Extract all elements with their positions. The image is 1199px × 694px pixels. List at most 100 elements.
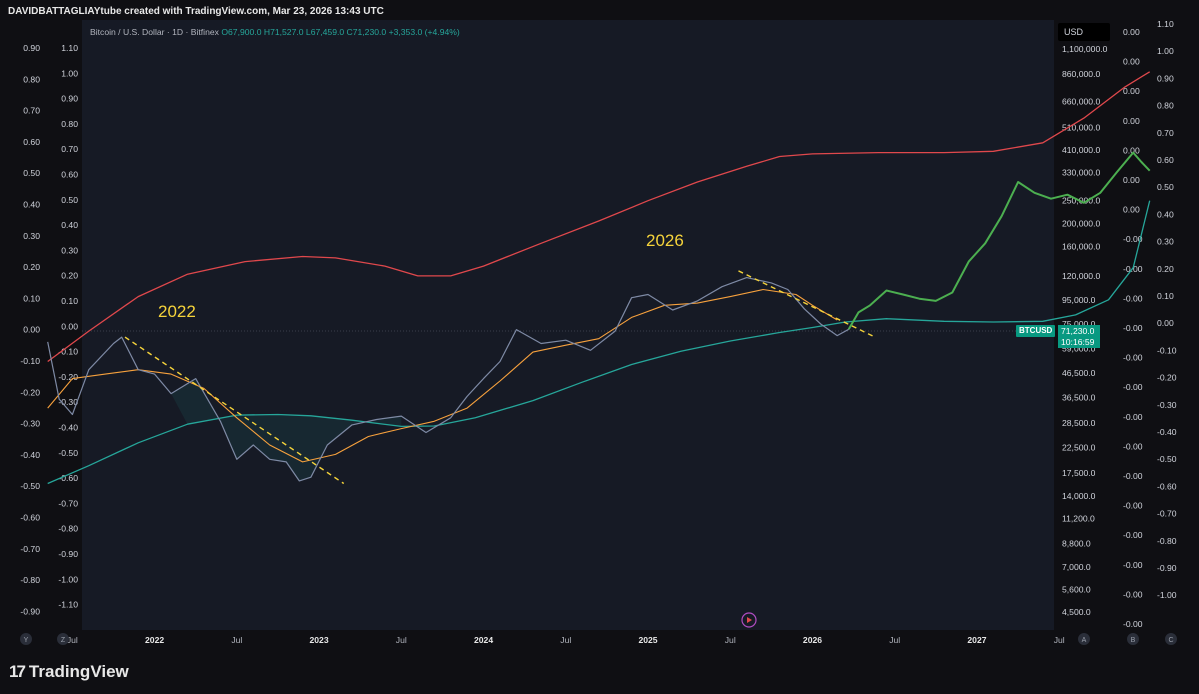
oscillator-tick-label: 0.20: [23, 262, 40, 272]
oscillator-tick-label: 0.70: [61, 144, 78, 154]
series-orange-ma: [47, 288, 838, 463]
price-tick-label: 95,000.0: [1062, 295, 1096, 305]
oscillator-tick-label: -0.50: [58, 448, 78, 458]
oscillator-tick-label: 0.90: [23, 43, 40, 53]
oscillator-tick-label: -0.80: [1157, 536, 1177, 546]
symbol-legend[interactable]: Bitcoin / U.S. Dollar · 1D · Bitfinex O6…: [90, 27, 460, 37]
currency-selector[interactable]: USD: [1058, 23, 1110, 41]
series-upper-band: [47, 71, 1151, 363]
oscillator-tick-label: -0.40: [58, 423, 78, 433]
symbol-name[interactable]: Bitcoin / U.S. Dollar · 1D · Bitfinex: [90, 27, 219, 37]
oscillator-tick-label: -0.10: [1157, 345, 1177, 355]
oscillator-tick-label: 0.70: [1157, 128, 1174, 138]
oscillator-tick-label: 0.40: [61, 220, 78, 230]
series-projection: [847, 151, 1151, 330]
oscillator-tick-label: -0.80: [20, 575, 40, 585]
tradingview-branding[interactable]: 17 TradingView: [9, 662, 129, 682]
scale-button-b[interactable]: B: [1127, 633, 1139, 645]
scale-button-y[interactable]: Y: [20, 633, 32, 645]
oscillator-tick-label: 0.60: [1157, 155, 1174, 165]
price-tick-label: 8,800.0: [1062, 538, 1091, 548]
oscillator-tick-label: 0.00: [1123, 205, 1140, 215]
tradingview-wordmark: TradingView: [28, 662, 129, 681]
oscillator-tick-label: -0.60: [1157, 481, 1177, 491]
band-fill-area: [171, 378, 402, 481]
scale-button-z[interactable]: Z: [57, 633, 69, 645]
oscillator-tick-label: 0.00: [1123, 57, 1140, 67]
ticker-symbol-tag: BTCUSD: [1016, 325, 1056, 337]
time-tick-label: 2023: [310, 635, 329, 645]
last-price-value: 71,230.0: [1061, 326, 1095, 336]
price-tick-label: 59,000.0: [1062, 344, 1096, 354]
time-tick-label: 2027: [967, 635, 986, 645]
oscillator-tick-label: 1.00: [61, 68, 78, 78]
oscillator-tick-label: 0.40: [23, 200, 40, 210]
time-tick-label: Jul: [889, 635, 900, 645]
oscillator-tick-label: -0.00: [1123, 323, 1143, 333]
last-price-label: 71,230.0 10:16:59: [1058, 325, 1100, 348]
oscillator-tick-label: 0.20: [1157, 264, 1174, 274]
oscillator-tick-label: -0.70: [58, 498, 78, 508]
oscillator-tick-label: -0.00: [1123, 589, 1143, 599]
oscillator-tick-label: -0.60: [58, 473, 78, 483]
oscillator-tick-label: -0.00: [1123, 412, 1143, 422]
replay-icon[interactable]: [741, 612, 757, 628]
oscillator-tick-label: -0.90: [58, 549, 78, 559]
oscillator-tick-label: 0.10: [61, 296, 78, 306]
oscillator-tick-label: -0.00: [1123, 234, 1143, 244]
trendline-layer: [124, 270, 876, 485]
oscillator-tick-label: 0.60: [23, 137, 40, 147]
annotation-2022: 2022: [158, 302, 196, 321]
oscillator-tick-label: -1.00: [1157, 590, 1177, 600]
plot-area: [82, 20, 1054, 630]
oscillator-tick-label: 0.80: [61, 119, 78, 129]
price-tick-label: 860,000.0: [1062, 69, 1100, 79]
scale-button-label: Z: [61, 637, 66, 644]
scale-button-c[interactable]: C: [1165, 633, 1177, 645]
oscillator-tick-label: -0.00: [1123, 293, 1143, 303]
trendline-2022-downtrend[interactable]: [124, 336, 345, 485]
bar-countdown: 10:16:59: [1061, 336, 1095, 347]
price-tick-label: 28,500.0: [1062, 418, 1096, 428]
series-lower-band: [47, 200, 1151, 485]
time-tick-label: 2026: [803, 635, 822, 645]
oscillator-tick-label: -0.20: [1157, 373, 1177, 383]
oscillator-tick-label: -0.00: [1123, 501, 1143, 511]
series-layer: [47, 71, 1151, 485]
time-axis[interactable]: Jul 2022 Jul 2023 Jul 2024 Jul 2025 Jul 2026 Jul 20…: [67, 635, 1065, 645]
price-axis[interactable]: 1,100,000.0 860,000.0 660,000.0 510,000.0 41…: [1062, 44, 1108, 617]
oscillator-tick-label: 0.10: [1157, 291, 1174, 301]
oscillator-tick-label: -0.50: [20, 481, 40, 491]
oscillator-tick-label: -0.50: [1157, 454, 1177, 464]
price-tick-label: 22,500.0: [1062, 442, 1096, 452]
oscillator-tick-label: -1.10: [58, 600, 78, 610]
time-tick-label: 2024: [474, 635, 493, 645]
oscillator-scale-right-1: 0.00 0.00 0.00 0.00 0.00 0.00 0.00 -0.00 -0.00 -0…: [1123, 27, 1143, 629]
price-tick-label: 14,000.0: [1062, 491, 1096, 501]
trendline-2026-downtrend[interactable]: [738, 270, 876, 338]
oscillator-tick-label: -0.00: [1123, 619, 1143, 629]
oscillator-tick-label: 1.00: [1157, 46, 1174, 56]
oscillator-tick-label: -0.40: [1157, 427, 1177, 437]
oscillator-tick-label: 0.90: [1157, 73, 1174, 83]
time-tick-label: 2022: [145, 635, 164, 645]
oscillator-tick-label: -0.30: [58, 397, 78, 407]
oscillator-tick-label: 0.60: [61, 170, 78, 180]
oscillator-tick-label: -0.00: [1123, 441, 1143, 451]
scale-button-label: A: [1082, 637, 1087, 644]
scale-button-a[interactable]: A: [1078, 633, 1090, 645]
oscillator-tick-label: 0.30: [61, 245, 78, 255]
price-tick-label: 11,200.0: [1062, 514, 1095, 524]
oscillator-tick-label: -0.10: [58, 347, 78, 357]
price-tick-label: 46,500.0: [1062, 368, 1096, 378]
oscillator-tick-label: 0.30: [1157, 237, 1174, 247]
oscillator-tick-label: 1.10: [61, 43, 78, 53]
scale-button-label: B: [1131, 637, 1136, 644]
oscillator-tick-label: 0.00: [1123, 116, 1140, 126]
price-tick-label: 75,000.0: [1062, 319, 1096, 329]
oscillator-scale-left-1: 0.90 0.80 0.70 0.60 0.50 0.40 0.30 0.20 0.10 0.00…: [20, 43, 40, 616]
oscillator-scale-right-2: 1.10 1.00 0.90 0.80 0.70 0.60 0.50 0.40 0.30 0.20…: [1157, 19, 1177, 600]
oscillator-tick-label: -0.80: [58, 524, 78, 534]
